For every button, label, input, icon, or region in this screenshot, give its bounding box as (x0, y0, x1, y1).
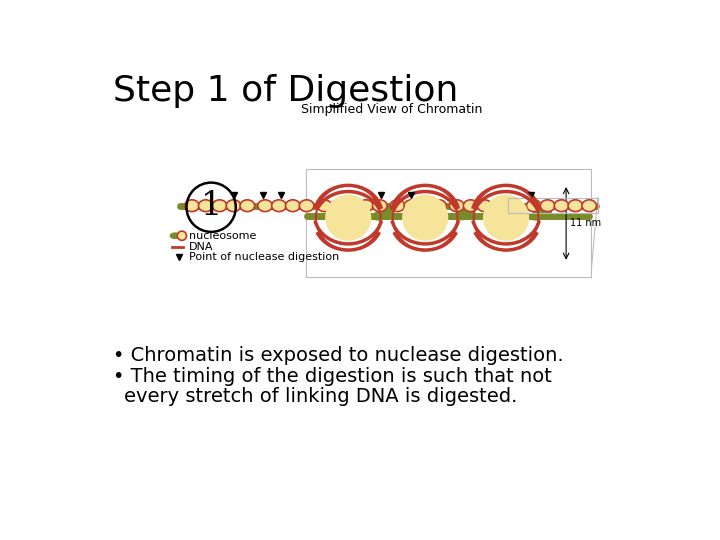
Ellipse shape (184, 200, 199, 212)
Ellipse shape (554, 200, 569, 212)
Text: nucleosome: nucleosome (189, 231, 256, 241)
Ellipse shape (505, 200, 520, 212)
Circle shape (483, 194, 529, 241)
Bar (306, 168, 590, 276)
Ellipse shape (286, 200, 300, 212)
Circle shape (325, 194, 372, 241)
Bar (508, 198, 598, 213)
Ellipse shape (541, 200, 555, 212)
Ellipse shape (491, 200, 505, 212)
Ellipse shape (372, 200, 387, 212)
Ellipse shape (300, 200, 314, 212)
Text: 11 nm: 11 nm (570, 218, 601, 228)
Text: Simplified View of Chromatin: Simplified View of Chromatin (302, 103, 483, 116)
Text: 1: 1 (201, 191, 222, 222)
Ellipse shape (526, 200, 541, 212)
Ellipse shape (345, 200, 359, 212)
Ellipse shape (331, 200, 346, 212)
Ellipse shape (240, 200, 255, 212)
Text: DNA: DNA (189, 241, 213, 252)
Ellipse shape (530, 210, 552, 220)
Circle shape (402, 194, 449, 241)
Text: every stretch of linking DNA is digested.: every stretch of linking DNA is digested… (124, 387, 518, 406)
Text: • The timing of the digestion is such that not: • The timing of the digestion is such th… (113, 367, 552, 386)
Ellipse shape (477, 200, 492, 212)
Ellipse shape (199, 200, 213, 212)
Text: Point of nuclease digestion: Point of nuclease digestion (189, 252, 339, 262)
Ellipse shape (212, 200, 227, 212)
Ellipse shape (226, 200, 240, 212)
Ellipse shape (258, 200, 272, 212)
Ellipse shape (372, 210, 393, 220)
Ellipse shape (464, 200, 478, 212)
Text: Step 1 of Digestion: Step 1 of Digestion (113, 74, 459, 108)
Circle shape (177, 231, 186, 240)
Ellipse shape (404, 200, 418, 212)
Ellipse shape (271, 200, 286, 212)
Ellipse shape (418, 200, 433, 212)
Ellipse shape (453, 210, 474, 220)
Ellipse shape (568, 200, 582, 212)
Text: • Chromatin is exposed to nuclease digestion.: • Chromatin is exposed to nuclease diges… (113, 346, 564, 365)
Ellipse shape (582, 200, 596, 212)
Ellipse shape (171, 233, 179, 239)
Ellipse shape (432, 200, 446, 212)
Ellipse shape (359, 200, 373, 212)
Ellipse shape (317, 200, 332, 212)
Ellipse shape (449, 200, 464, 212)
Ellipse shape (390, 200, 405, 212)
